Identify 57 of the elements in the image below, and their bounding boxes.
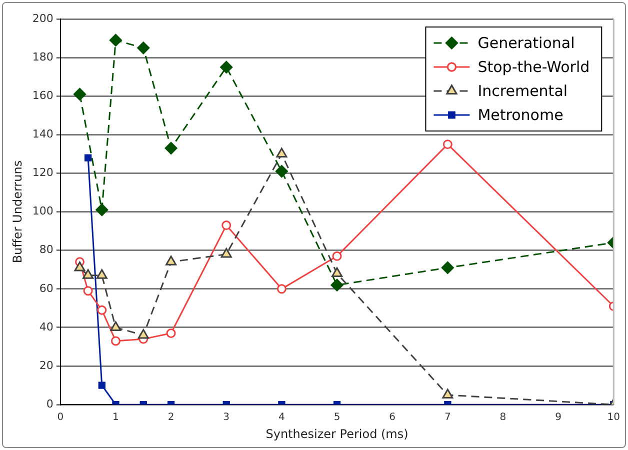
y-tick-label: 120: [32, 166, 54, 180]
x-tick-label: 5: [334, 412, 340, 424]
y-tick-label: 160: [32, 88, 54, 102]
y-tick-label: 80: [39, 243, 54, 256]
point: [276, 284, 286, 294]
y-tick-label: 100: [32, 204, 54, 218]
point: [96, 269, 108, 279]
point: [74, 88, 86, 100]
point: [110, 321, 122, 331]
y-tick-label: 60: [39, 282, 54, 295]
point: [110, 336, 120, 346]
x-tick-label: 9: [555, 412, 562, 424]
y-tick-label: 40: [39, 320, 54, 334]
x-tick-label: 0: [57, 412, 64, 424]
point: [222, 220, 232, 230]
point: [276, 148, 288, 158]
point: [330, 278, 344, 292]
point: [166, 256, 177, 266]
y-tick-label: 180: [32, 50, 54, 64]
point: [109, 34, 122, 46]
x-axis-title: Synthesizer Period (ms): [266, 426, 408, 441]
x-tick-label: 4: [278, 412, 285, 424]
point: [332, 267, 343, 277]
point: [275, 165, 288, 178]
point: [166, 328, 176, 338]
x-tick-label: 6: [389, 412, 396, 424]
y-tick-label: 0: [46, 397, 54, 410]
y-axis-title: Buffer Underruns: [10, 160, 24, 264]
point: [98, 382, 106, 389]
point: [164, 142, 178, 154]
point: [442, 388, 454, 398]
point: [84, 154, 92, 162]
legend-label: Metronome: [478, 106, 564, 124]
point: [441, 261, 454, 274]
legend-label: Generational: [478, 34, 575, 52]
x-tick-label: 2: [168, 412, 174, 424]
point: [74, 261, 86, 272]
point: [138, 328, 149, 339]
point: [82, 269, 94, 279]
point: [220, 60, 233, 74]
y-tick-label: 20: [39, 358, 54, 372]
y-tick-label: 140: [32, 128, 54, 141]
legend-label: Incremental: [478, 82, 568, 100]
x-tick-label: 8: [500, 412, 506, 424]
y-tick-label: 200: [32, 12, 54, 25]
point: [442, 140, 452, 150]
point: [137, 42, 150, 54]
x-tick-label: 1: [112, 412, 119, 424]
point: [220, 248, 232, 258]
x-tick-label: 10: [607, 412, 620, 424]
point: [83, 286, 93, 296]
point: [96, 204, 108, 216]
legend-label: Stop-the-World: [478, 58, 590, 76]
point: [332, 251, 342, 261]
x-tick-label: 3: [223, 412, 230, 424]
point: [97, 305, 107, 315]
x-tick-label: 7: [444, 412, 451, 424]
